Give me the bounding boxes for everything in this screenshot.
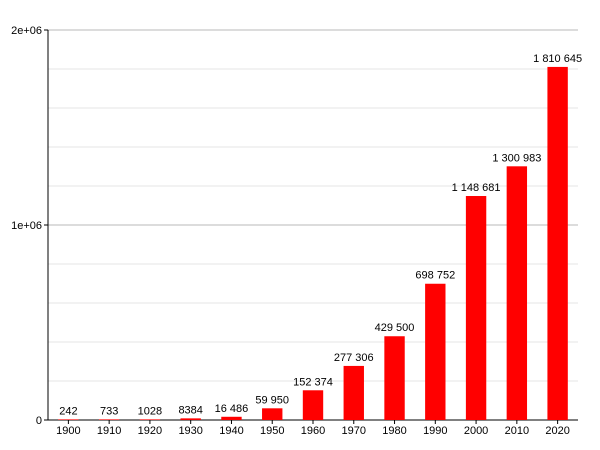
x-tick-label-1970: 1970 (342, 425, 366, 437)
data-label-1930: 8384 (178, 404, 202, 416)
y-tick-label: 0 (36, 415, 42, 427)
x-tick-label-1990: 1990 (423, 425, 447, 437)
bar-1950 (262, 408, 283, 420)
gridlines (48, 29, 578, 382)
x-tick-label-2000: 2000 (464, 425, 488, 437)
bar-1960 (302, 390, 324, 420)
x-tick-label-1920: 1920 (138, 425, 162, 437)
data-label-1990: 698 752 (415, 270, 455, 282)
x-tick-label-1980: 1980 (382, 425, 406, 437)
y-tick-label: 1e+06 (11, 220, 42, 232)
x-tick-label-1910: 1910 (97, 425, 121, 437)
x-tick-label-1940: 1940 (219, 425, 243, 437)
data-label-2020: 1 810 645 (533, 53, 582, 65)
x-tick-label-1960: 1960 (301, 425, 325, 437)
y-tick-label: 2e+06 (11, 25, 42, 37)
x-tick-label-1900: 1900 (56, 425, 80, 437)
bar-1970 (343, 365, 364, 420)
bar-1900 (58, 419, 79, 420)
data-label-1900: 242 (59, 405, 77, 417)
data-label-1920: 1028 (138, 405, 162, 417)
bar-1980 (384, 336, 405, 420)
data-label-1940: 16 486 (215, 403, 249, 415)
bar-2020 (547, 66, 568, 420)
x-tick-label-2010: 2010 (505, 425, 529, 437)
x-tick-label-2020: 2020 (545, 425, 569, 437)
bar-1940 (221, 416, 242, 420)
data-label-1960: 152 374 (293, 376, 333, 388)
data-label-2010: 1 300 983 (492, 152, 541, 164)
bar-1920 (139, 419, 161, 420)
x-tick-label-1930: 1930 (178, 425, 202, 437)
data-label-1980: 429 500 (375, 322, 415, 334)
bar-1990 (425, 283, 446, 420)
bar-1930 (180, 418, 201, 420)
bar-1910 (98, 419, 120, 420)
x-tick-label-1950: 1950 (260, 425, 284, 437)
bar-2010 (506, 166, 528, 420)
bar-2000 (465, 196, 487, 420)
data-label-1970: 277 306 (334, 352, 374, 364)
data-label-1950: 59 950 (255, 394, 289, 406)
data-label-2000: 1 148 681 (452, 182, 501, 194)
data-label-1910: 733 (100, 405, 118, 417)
